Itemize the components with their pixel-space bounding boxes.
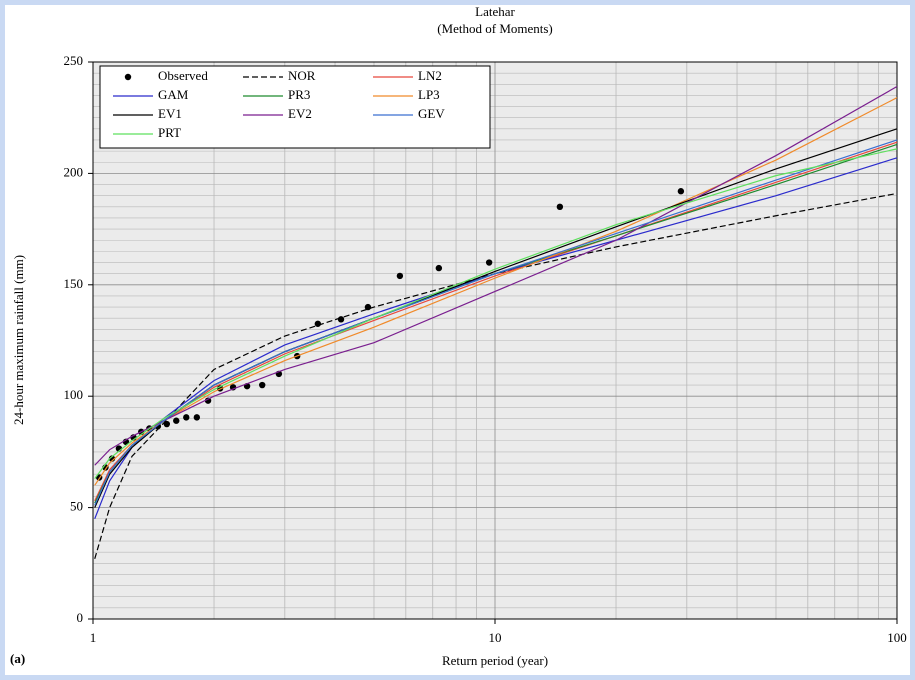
observed-point [193,414,201,421]
observed-point [485,259,493,266]
observed-point [396,272,404,280]
x-tick-label: 10 [489,630,502,645]
curve [94,148,898,479]
x-tick-label: 1 [90,630,97,645]
legend-box [99,65,491,149]
panel-label: (a) [10,651,25,666]
curve [94,192,898,560]
y-tick-label: 50 [70,499,83,514]
series-group [94,85,898,560]
legend-label: PR3 [288,87,310,102]
legend-label: PRT [158,125,181,140]
curve [94,157,898,519]
plot-border [92,61,898,620]
observed-point [314,320,322,327]
observed-point [435,264,443,272]
y-tick-label: 0 [77,610,84,625]
y-tick-label: 200 [64,164,84,179]
y-tick-label: 150 [64,276,84,291]
x-tick-label: 100 [887,630,907,645]
legend-label: Observed [158,68,208,83]
legend-label: LP3 [418,87,440,102]
observed-point [259,381,266,389]
legend-label: GEV [418,106,445,121]
legend-label: EV2 [288,106,312,121]
observed-point [183,414,190,421]
y-axis-label: 24-hour maximum rainfall (mm) [11,255,26,425]
legend-label: NOR [288,68,316,83]
observed-point [173,417,180,424]
legend-label: LN2 [418,68,442,83]
curve [94,139,898,506]
chart-subtitle: (Method of Moments) [437,21,553,36]
x-axis-label: Return period (year) [442,653,548,668]
observed-point [677,188,685,195]
legend-label: GAM [158,87,189,102]
observed-point [556,203,564,211]
curve [94,85,898,466]
observed-point [204,397,212,404]
observed-point [337,316,345,323]
legend-label: EV1 [158,106,182,121]
legend-marker [124,73,132,81]
chart-title: Latehar [475,4,515,19]
y-tick-label: 250 [64,53,84,68]
y-tick-label: 100 [64,387,84,402]
observed-point [163,420,170,428]
